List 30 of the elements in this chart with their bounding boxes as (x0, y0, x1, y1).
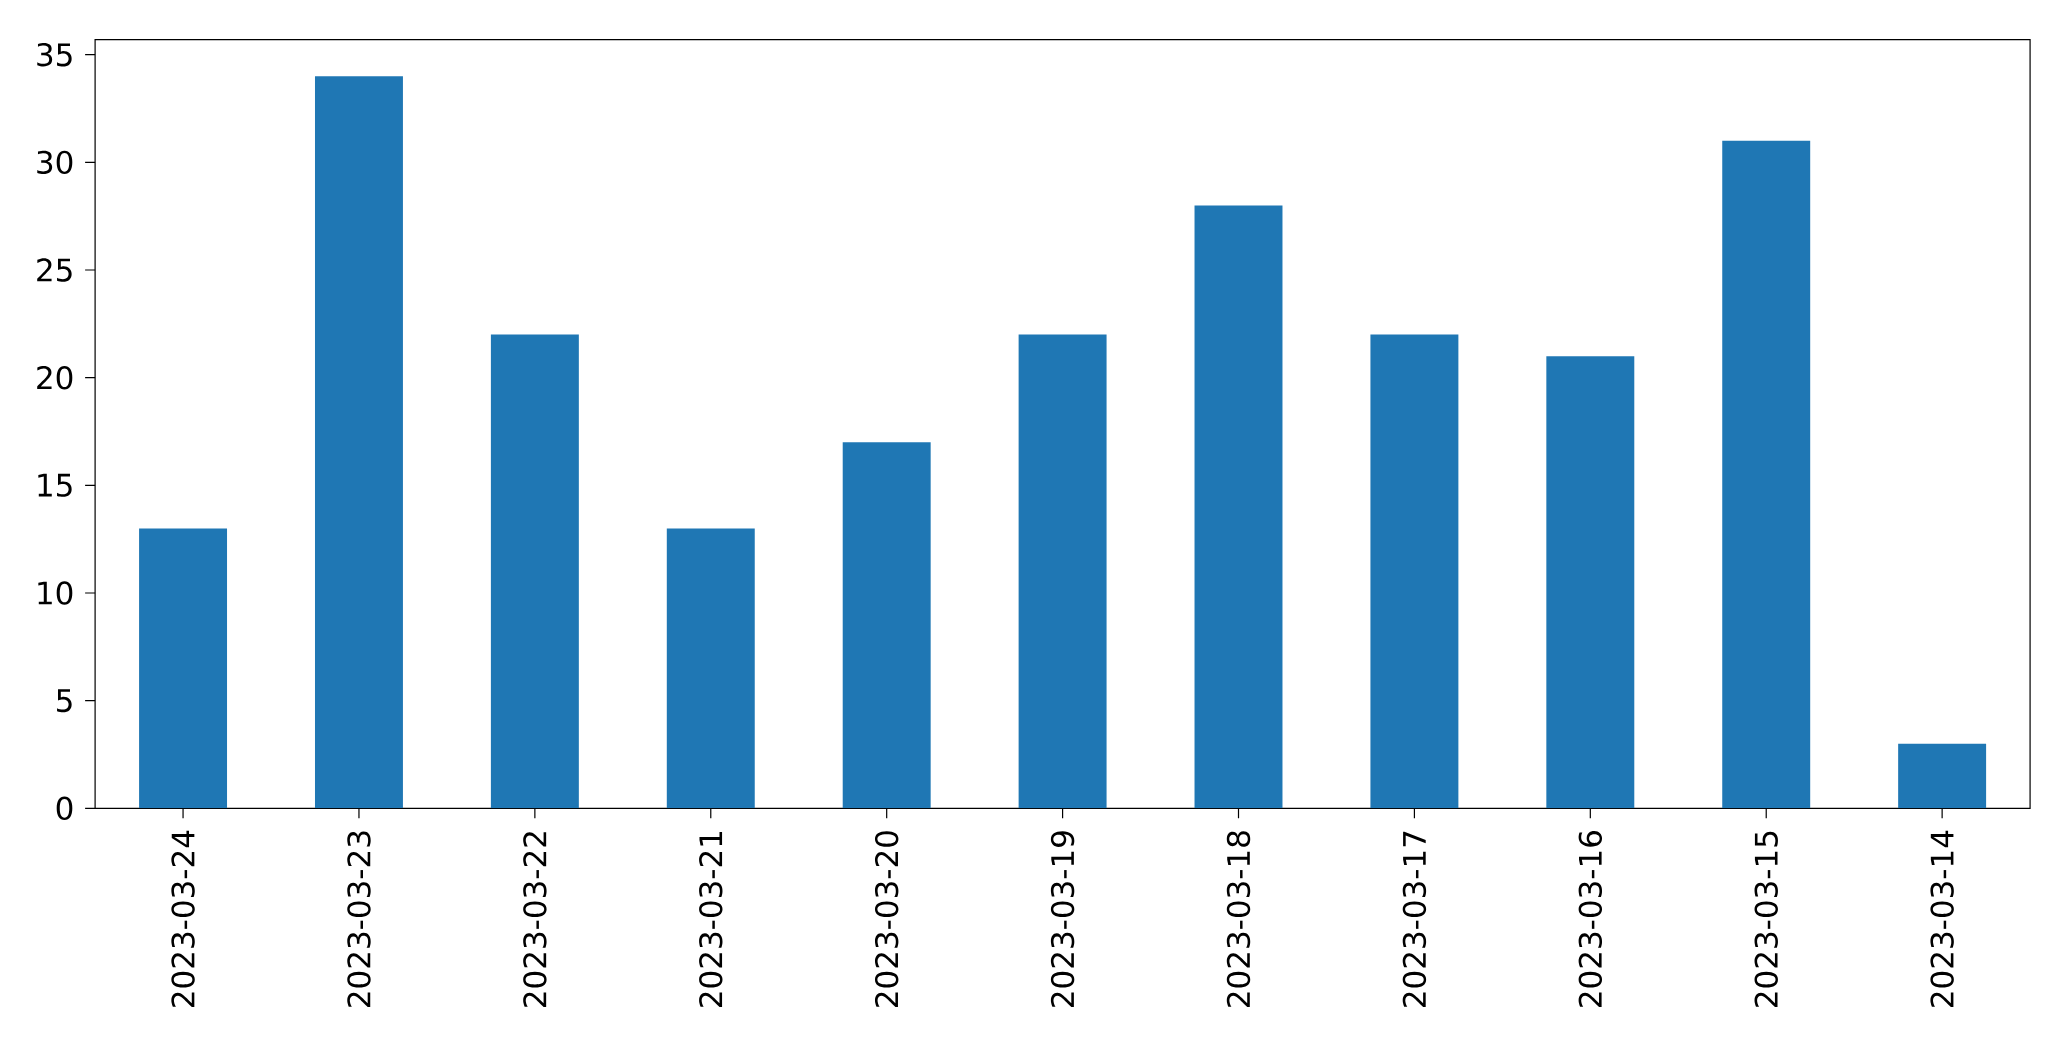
bar (314, 76, 403, 809)
y-tick-label: 25 (37, 258, 72, 282)
x-tick-label: 2023-03-19 (1050, 831, 1075, 1007)
x-tick-label: 2023-03-23 (347, 831, 371, 1007)
x-tick-label: 2023-03-17 (1402, 831, 1427, 1007)
y-tick-label: 15 (38, 473, 72, 497)
x-tick-label: 2023-03-18 (1226, 831, 1251, 1007)
x-tick-label: 2023-03-16 (1578, 831, 1603, 1007)
y-tick-label: 35 (37, 42, 72, 67)
bar (1018, 334, 1107, 809)
x-tick-label: 2023-03-22 (523, 832, 547, 1007)
bar (490, 334, 579, 809)
bar (1546, 356, 1635, 809)
bar (666, 528, 755, 809)
x-tick-label: 2023-03-15 (1754, 831, 1778, 1007)
x-tick-label: 2023-03-20 (874, 831, 899, 1007)
bar (1194, 205, 1283, 809)
y-tick-label: 20 (37, 365, 73, 390)
y-tick-label: 30 (37, 150, 73, 175)
bar (1722, 140, 1811, 809)
bar (139, 528, 228, 809)
bar (842, 442, 931, 809)
bar (1898, 743, 1987, 809)
x-tick-label: 2023-03-14 (1930, 830, 1954, 1007)
y-tick-label: 10 (38, 581, 73, 605)
y-tick-label: 0 (56, 796, 73, 821)
x-tick-label: 2023-03-21 (699, 831, 723, 1007)
bar (1370, 334, 1459, 809)
x-tick-label: 2023-03-24 (171, 830, 195, 1007)
y-tick-label: 5 (57, 689, 72, 713)
